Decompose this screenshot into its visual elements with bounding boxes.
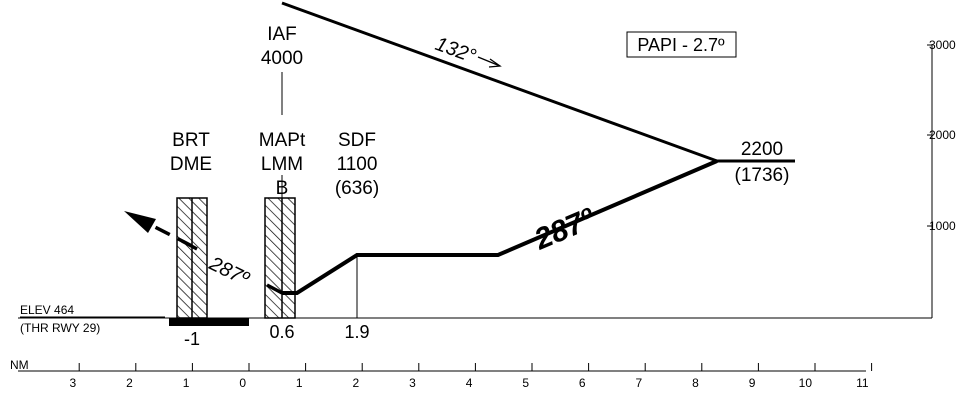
nm-tick-label: 3 — [409, 376, 416, 390]
outbound-course-line — [281, 1, 718, 163]
brt-label: BRT — [172, 130, 210, 151]
nm-tick-label: 4 — [466, 376, 473, 390]
nm-tick-label: 9 — [749, 376, 756, 390]
nm-tick-label: 1 — [296, 376, 303, 390]
sdf-label: SDF — [338, 130, 376, 151]
sdf-altitude: 1100 — [337, 154, 378, 175]
altitude-tick-label: 1000 — [929, 219, 956, 233]
iaf-altitude: 4000 — [261, 48, 303, 69]
b-label: B — [276, 178, 289, 199]
nm-tick-label: 10 — [799, 376, 813, 390]
nm-tick-label: 2 — [126, 376, 133, 390]
nm-tick-label: 6 — [579, 376, 586, 390]
missed-approach-path — [124, 211, 283, 295]
dme-label: DME — [170, 154, 212, 175]
inbound-course-label: 287º — [529, 201, 601, 256]
altitude-scale: 3000 2000 1000 — [927, 38, 956, 318]
sdf-height: (636) — [335, 178, 379, 199]
outbound-course-label: 132° — [432, 33, 478, 68]
iaf-label: IAF — [267, 24, 297, 45]
altitude-tick-label: 2000 — [929, 128, 956, 142]
nm-tick-label: 11 — [856, 376, 869, 390]
brt-distance: -1 — [184, 329, 200, 349]
initial-height: (1736) — [735, 165, 790, 186]
nm-tick-label: 7 — [636, 376, 643, 390]
sdf-distance: 1.9 — [344, 322, 369, 342]
nm-tick-label: 1 — [183, 376, 190, 390]
initial-altitude: 2200 — [741, 139, 783, 160]
elevation-label: ELEV 464 — [20, 303, 74, 317]
nm-tick-label: 3 — [70, 376, 77, 390]
nm-scale-label: NM — [10, 358, 29, 372]
nm-distance-scale: 3 2 1 0 1 2 3 4 5 6 7 8 9 10 11 NM — [10, 358, 873, 390]
missed-course-label: 287º — [205, 252, 254, 291]
brt-dme-fix-marker — [176, 197, 208, 319]
outbound-arrow-icon — [477, 56, 502, 68]
lmm-label: LMM — [261, 154, 303, 175]
mapt-label: MAPt — [259, 130, 306, 151]
nm-tick-label: 8 — [692, 376, 699, 390]
nm-tick-label: 2 — [353, 376, 360, 390]
nm-tick-label: 5 — [522, 376, 529, 390]
nm-tick-label: 0 — [239, 376, 246, 390]
runway-bar — [169, 318, 249, 326]
mapt-lmm-fix-marker — [264, 197, 296, 319]
papi-box — [626, 31, 737, 58]
threshold-label: (THR RWY 29) — [20, 321, 100, 335]
altitude-tick-label: 3000 — [929, 38, 956, 52]
mapt-distance: 0.6 — [269, 322, 294, 342]
papi-label: PAPI - 2.7º — [637, 35, 725, 55]
